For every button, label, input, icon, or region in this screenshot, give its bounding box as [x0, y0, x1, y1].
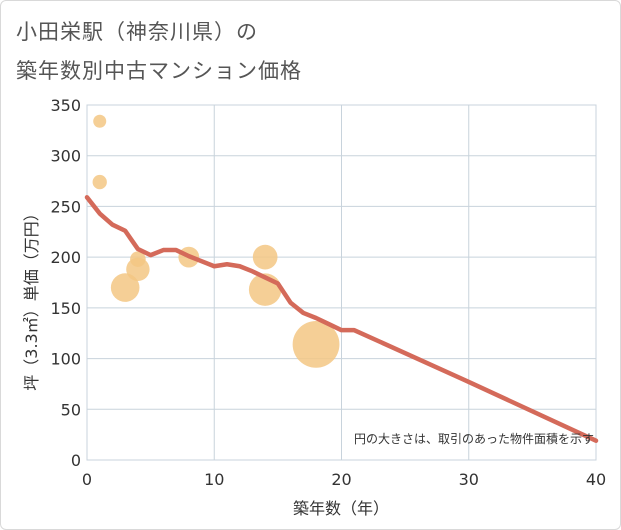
y-tick-label: 50 — [61, 400, 81, 419]
data-bubble — [92, 174, 107, 190]
y-tick-label: 150 — [50, 299, 81, 318]
x-tick-label: 20 — [331, 470, 351, 489]
data-bubble — [292, 320, 340, 368]
trend-line-group — [84, 195, 599, 443]
x-tick-label: 30 — [459, 470, 479, 489]
grid-lines — [86, 104, 597, 461]
y-tick-label: 300 — [50, 147, 81, 166]
y-tick-label: 350 — [50, 96, 81, 115]
y-tick-label: 100 — [50, 350, 81, 369]
x-tick-label: 10 — [204, 470, 224, 489]
data-bubble — [252, 244, 278, 270]
axis-ticks: 0 10 20 30 40 0 50 100 150 200 250 300 350 — [50, 96, 606, 489]
y-tick-label: 200 — [50, 248, 81, 267]
data-bubble — [110, 273, 140, 302]
y-axis-label: 坪（3.3㎡）単価（万円） — [22, 205, 41, 390]
bubble-size-note: 円の大きさは、取引のあった物件面積を示す — [354, 431, 594, 446]
trend-line — [84, 195, 599, 443]
chart-title-line1: 小田栄駅（神奈川県）の — [16, 20, 258, 44]
x-tick-label: 40 — [586, 470, 606, 489]
x-axis-label: 築年数（年） — [293, 499, 389, 518]
data-bubble — [126, 257, 150, 282]
bubbles — [92, 114, 340, 368]
data-bubble — [93, 114, 107, 128]
y-tick-label: 250 — [50, 197, 81, 216]
x-tick-label: 0 — [82, 470, 92, 489]
y-tick-label: 0 — [71, 451, 81, 470]
chart-title-line2: 築年数別中古マンション価格 — [16, 59, 302, 83]
